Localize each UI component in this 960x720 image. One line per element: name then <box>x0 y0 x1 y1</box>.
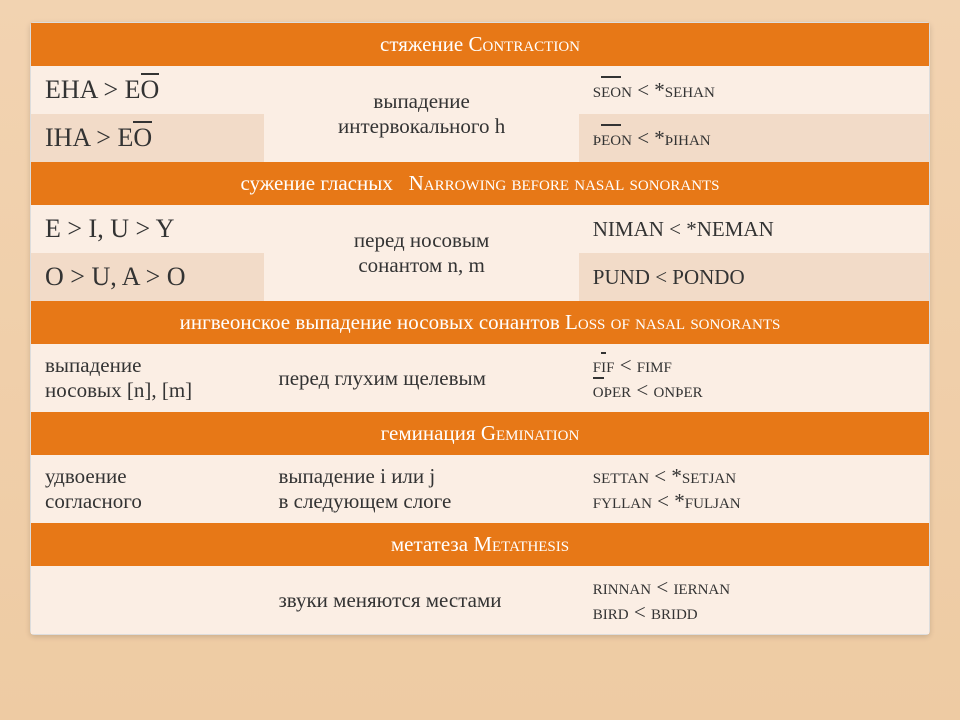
section-title-en: Metathesis <box>473 532 569 556</box>
table-row: EHA > EO выпадениеинтервокального h seon… <box>31 66 929 114</box>
section-title-ru: стяжение <box>380 32 463 56</box>
section-header: стяжение Contraction <box>31 23 929 66</box>
example-cell: settan < *setjanfyllan < *fuljan <box>579 455 929 523</box>
example-cell: rinnan < iernanbird < bridd <box>579 566 929 634</box>
example-cell: þeon < *þihan <box>579 114 929 162</box>
rule-cell: O > U, A > O <box>31 253 264 301</box>
section-header: сужение гласных Narrowing before nasal s… <box>31 162 929 205</box>
slide-container: стяжение Contraction EHA > EO выпадениеи… <box>0 0 960 720</box>
section-header: ингвеонское выпадение носовых сонантов L… <box>31 301 929 344</box>
table-row: звуки меняются местами rinnan < iernanbi… <box>31 566 929 634</box>
rule-cell: IHA > EO <box>31 114 264 162</box>
context-cell: перед глухим щелевым <box>264 344 578 412</box>
rule-cell: EHA > EO <box>31 66 264 114</box>
table-row: выпадениеносовых [n], [m] перед глухим щ… <box>31 344 929 412</box>
rule-cell: E > I, U > Y <box>31 205 264 253</box>
section-title-en: Loss of nasal sonorants <box>565 310 780 334</box>
section-title-ru: ингвеонское выпадение носовых сонантов <box>180 310 560 334</box>
rule-cell: выпадениеносовых [n], [m] <box>31 344 264 412</box>
section-title-en: Narrowing before nasal sonorants <box>409 171 720 195</box>
section-title-en: Contraction <box>468 32 580 56</box>
table-panel: стяжение Contraction EHA > EO выпадениеи… <box>30 22 930 635</box>
section-header: метатеза Metathesis <box>31 523 929 566</box>
table-row: удвоениесогласного выпадение i или jв сл… <box>31 455 929 523</box>
example-cell: seon < *sehan <box>579 66 929 114</box>
section-header: геминация Gemination <box>31 412 929 455</box>
context-cell: выпадение i или jв следующем слоге <box>264 455 578 523</box>
section-title-ru: геминация <box>381 421 476 445</box>
example-cell: NIMAN < *NEMAN <box>579 205 929 253</box>
section-title-en: Gemination <box>481 421 580 445</box>
section-title-ru: сужение гласных <box>240 171 392 195</box>
context-cell: перед носовымсонантом n, m <box>264 205 578 301</box>
rule-cell <box>31 566 264 634</box>
example-cell: fif < fimfoþer < onþer <box>579 344 929 412</box>
context-cell: выпадениеинтервокального h <box>264 66 578 162</box>
example-cell: PUND < PONDO <box>579 253 929 301</box>
table-row: E > I, U > Y перед носовымсонантом n, m … <box>31 205 929 253</box>
section-title-ru: метатеза <box>391 532 468 556</box>
context-cell: звуки меняются местами <box>264 566 578 634</box>
rule-cell: удвоениесогласного <box>31 455 264 523</box>
phonetics-table: стяжение Contraction EHA > EO выпадениеи… <box>31 23 929 634</box>
